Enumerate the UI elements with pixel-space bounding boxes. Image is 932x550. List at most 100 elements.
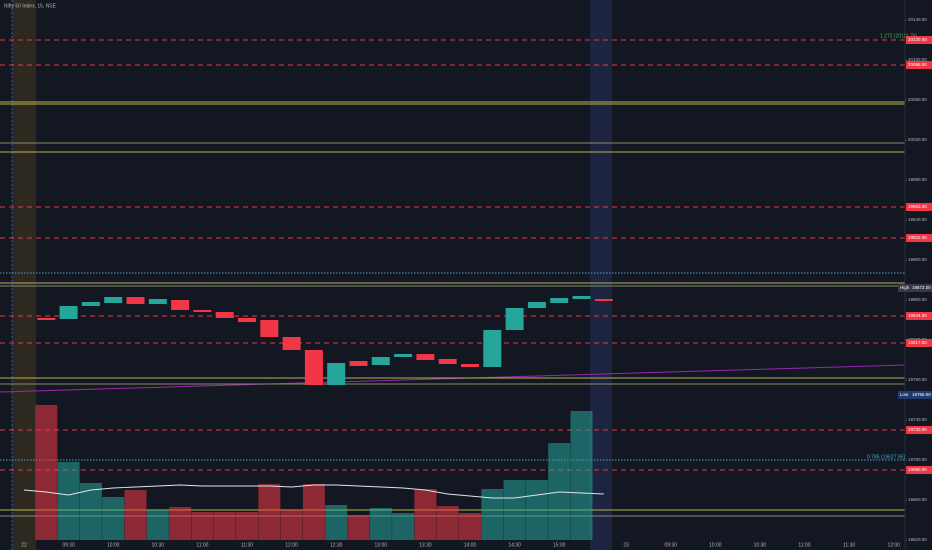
level-label: 20120.00 bbox=[908, 37, 927, 42]
level-label: 19730.00 bbox=[908, 427, 927, 432]
price-axis bbox=[905, 0, 932, 550]
x-tick-label: 23 bbox=[623, 542, 629, 548]
volume-bar bbox=[236, 512, 258, 540]
level-tag bbox=[906, 61, 932, 69]
candle-body bbox=[193, 310, 212, 312]
candle-body bbox=[260, 320, 279, 337]
low-tag bbox=[898, 391, 932, 399]
candle-body bbox=[371, 357, 390, 365]
x-tick-label: 10:00 bbox=[709, 542, 722, 548]
level-label: 19690.00 bbox=[908, 467, 927, 472]
candle-body bbox=[59, 306, 78, 319]
y-tick-label: 20020.00 bbox=[908, 137, 927, 142]
x-tick-label: 12:30 bbox=[330, 542, 343, 548]
volume-bar bbox=[570, 411, 593, 540]
y-tick-label: 19700.00 bbox=[908, 457, 927, 462]
x-tick-label: 11:00 bbox=[196, 542, 208, 548]
candle-body bbox=[438, 359, 457, 364]
high-label: High bbox=[900, 285, 910, 290]
level-tag bbox=[906, 36, 932, 44]
candle-body bbox=[572, 296, 591, 299]
candle-body bbox=[394, 354, 413, 357]
candle-body bbox=[550, 298, 569, 303]
x-tick-label: 12:00 bbox=[285, 542, 298, 548]
x-tick-label: 11:30 bbox=[241, 542, 253, 548]
volume-bar bbox=[325, 505, 348, 540]
x-tick-label: 14:30 bbox=[508, 542, 521, 548]
candle-body bbox=[282, 337, 301, 350]
y-tick-label: 20100.00 bbox=[908, 57, 927, 62]
session-band bbox=[590, 0, 612, 550]
y-tick-label: 19740.00 bbox=[908, 417, 927, 422]
annotation: 1.272 (20111.75) bbox=[880, 33, 918, 39]
volume-bar bbox=[124, 490, 147, 540]
volume-bar bbox=[79, 483, 102, 540]
candle-body bbox=[349, 361, 368, 366]
volume-bar bbox=[213, 512, 236, 540]
volume-bar bbox=[191, 512, 214, 540]
candle-body bbox=[148, 299, 167, 304]
candles bbox=[37, 296, 613, 385]
level-label: 19953.00 bbox=[908, 204, 927, 209]
volume-bar bbox=[369, 508, 392, 540]
candle-body bbox=[304, 350, 323, 385]
volume-bar bbox=[436, 506, 459, 540]
candle-body bbox=[171, 300, 190, 310]
volume-bar bbox=[414, 489, 437, 540]
volume-ma bbox=[23, 484, 604, 499]
candle-body bbox=[238, 318, 256, 322]
volume-bar bbox=[280, 510, 303, 540]
x-tick-label: 11:30 bbox=[843, 542, 855, 548]
x-tick-label: 10:30 bbox=[754, 542, 767, 548]
volume-bar bbox=[258, 484, 281, 540]
volume-bar bbox=[102, 497, 125, 540]
high-tag bbox=[898, 284, 932, 292]
volume-bar bbox=[548, 443, 571, 540]
volume bbox=[23, 405, 604, 540]
x-tick-label: 15:00 bbox=[553, 542, 566, 548]
level-label: 19817.00 bbox=[908, 340, 927, 345]
level-tag bbox=[906, 339, 932, 347]
session-band bbox=[12, 0, 36, 550]
volume-bar bbox=[525, 480, 548, 540]
annotation: 0.786 (19627.95) bbox=[867, 454, 905, 460]
y-tick-label: 19860.00 bbox=[908, 297, 927, 302]
low-value: 19765.00 bbox=[912, 392, 931, 397]
volume-bar bbox=[169, 507, 192, 540]
price-axis-labels: 20140.00 20100.00 20060.00 20020.00 19980.00… bbox=[898, 17, 932, 542]
x-tick-label: 11:00 bbox=[798, 542, 810, 548]
volume-bar bbox=[347, 515, 370, 540]
y-tick-label: 19980.00 bbox=[908, 177, 927, 182]
candle-body bbox=[505, 308, 524, 330]
volume-bar bbox=[302, 484, 325, 540]
x-tick-label: 13:00 bbox=[375, 542, 388, 548]
chart-title: Nifty 50 Index, 15, NSE bbox=[4, 3, 57, 9]
x-tick-label: 10:00 bbox=[107, 542, 120, 548]
candle-body bbox=[81, 302, 100, 306]
y-tick-label: 19900.00 bbox=[908, 257, 927, 262]
x-tick-label: 22 bbox=[21, 542, 27, 548]
level-tag bbox=[906, 203, 932, 211]
candle-body bbox=[37, 318, 56, 320]
volume-bar bbox=[392, 513, 415, 540]
y-tick-label: 19620.00 bbox=[908, 537, 927, 542]
volume-bar bbox=[57, 462, 80, 540]
x-tick-label: 12:00 bbox=[887, 542, 900, 548]
volume-bar bbox=[481, 489, 504, 540]
candle-body bbox=[594, 299, 613, 301]
volume-bar bbox=[459, 513, 481, 540]
x-tick-label: 14:00 bbox=[464, 542, 477, 548]
level-tag bbox=[906, 426, 932, 434]
candle-body bbox=[483, 330, 502, 367]
y-tick-label: 20060.00 bbox=[908, 97, 927, 102]
volume-bar bbox=[503, 480, 526, 540]
candle-body bbox=[215, 312, 234, 318]
y-tick-label: 19660.00 bbox=[908, 497, 927, 502]
x-tick-label: 10:30 bbox=[152, 542, 165, 548]
level-label: 20095.00 bbox=[908, 62, 927, 67]
candle-body bbox=[126, 297, 145, 304]
candle-body bbox=[416, 354, 435, 360]
volume-bar bbox=[35, 405, 58, 540]
